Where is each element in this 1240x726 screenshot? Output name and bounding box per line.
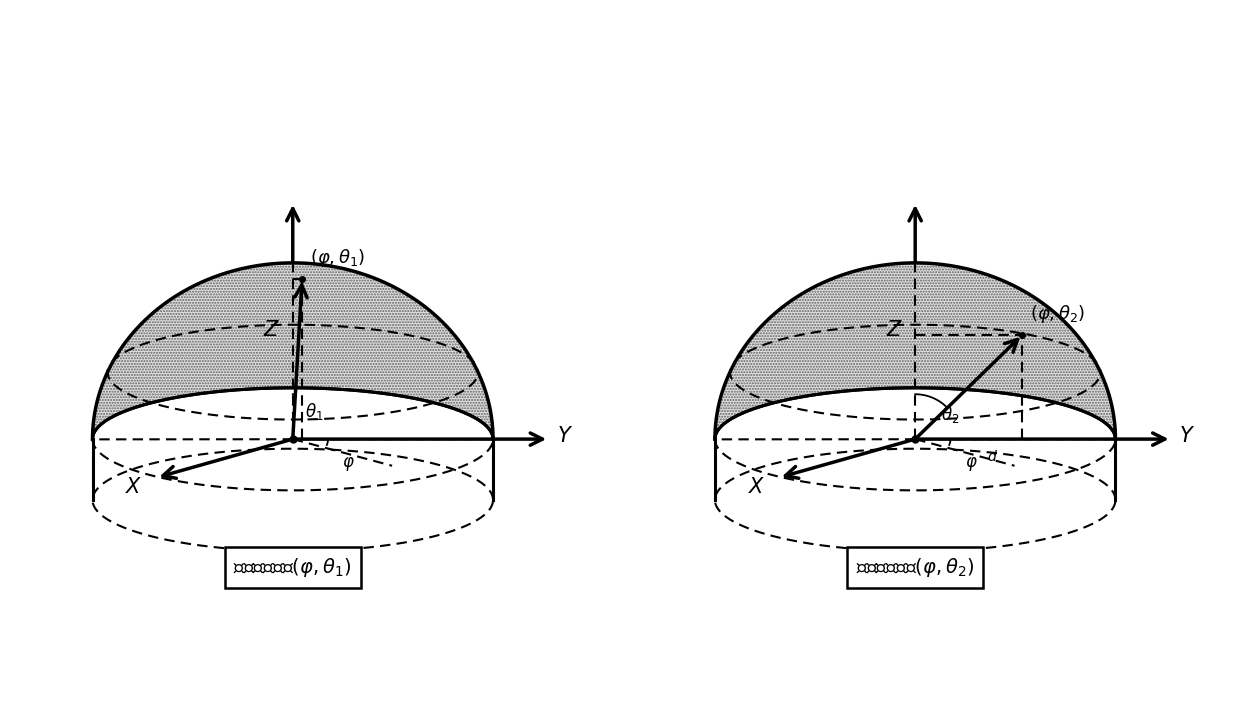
Text: $X$: $X$ — [748, 477, 765, 497]
Text: $d$: $d$ — [987, 449, 998, 464]
Text: 期望波束指向$(\varphi,\theta_1)$: 期望波束指向$(\varphi,\theta_1)$ — [233, 556, 352, 579]
Text: $\theta_1$: $\theta_1$ — [305, 401, 324, 422]
Text: $Z$: $Z$ — [263, 320, 280, 340]
Polygon shape — [93, 263, 494, 439]
Text: 期望波束指向$(\varphi,\theta_2)$: 期望波束指向$(\varphi,\theta_2)$ — [856, 556, 975, 579]
Text: $\varphi$: $\varphi$ — [342, 454, 355, 473]
Text: $Y$: $Y$ — [557, 426, 573, 446]
Text: $Y$: $Y$ — [1179, 426, 1195, 446]
Text: $X$: $X$ — [125, 477, 143, 497]
Polygon shape — [715, 263, 1116, 439]
Text: $Z$: $Z$ — [885, 320, 903, 340]
Text: $(\varphi,\theta_1)$: $(\varphi,\theta_1)$ — [310, 247, 366, 269]
Text: $\varphi$: $\varphi$ — [965, 454, 977, 473]
Text: $(\varphi,\theta_2)$: $(\varphi,\theta_2)$ — [1030, 303, 1085, 325]
Text: $\theta_2$: $\theta_2$ — [941, 404, 959, 425]
